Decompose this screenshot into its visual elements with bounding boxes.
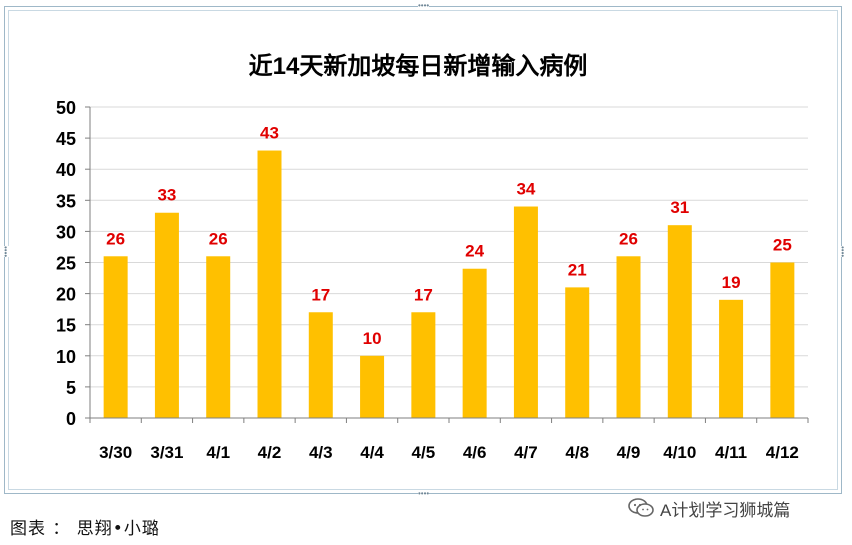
y-tick-label: 5 [66, 378, 76, 398]
chart-title: 近14天新加坡每日新增输入病例 [249, 52, 588, 80]
bars [103, 150, 795, 419]
wechat-icon [628, 498, 654, 518]
x-tick-label: 4/3 [309, 443, 333, 462]
x-tick-label: 4/6 [463, 443, 487, 462]
y-tick-label: 10 [56, 347, 76, 367]
data-label: 43 [260, 124, 279, 143]
y-tick-label: 0 [66, 409, 76, 429]
x-tick-label: 4/12 [766, 443, 799, 462]
bar [770, 262, 795, 418]
bar [154, 212, 179, 418]
data-label: 26 [209, 229, 228, 248]
bar [206, 256, 231, 418]
data-label: 19 [722, 273, 741, 292]
x-tick-label: 3/30 [99, 443, 132, 462]
resize-handle-bottom[interactable]: •••• [418, 489, 430, 498]
data-label: 24 [465, 242, 484, 261]
data-label: 31 [670, 198, 689, 217]
x-tick-label: 4/10 [663, 443, 696, 462]
gridlines [90, 106, 808, 388]
x-tick-label: 4/5 [412, 443, 436, 462]
bar [513, 206, 538, 418]
watermark: A计划学习狮城篇 [628, 497, 791, 520]
bar [462, 268, 487, 418]
x-tick-label: 4/4 [360, 443, 384, 462]
bar [719, 299, 744, 418]
data-label: 17 [311, 285, 330, 304]
data-label: 21 [568, 260, 587, 279]
bar [565, 287, 590, 418]
bar-chart: 近14天新加坡每日新增输入病例 0 5 10 15 20 25 30 35 40 45 50 26 3… [56, 52, 809, 462]
resize-handle-top[interactable]: •••• [418, 1, 430, 10]
y-tick-label: 50 [56, 98, 76, 118]
y-axis-ticks: 0 5 10 15 20 25 30 35 40 45 50 [56, 98, 91, 429]
bar [411, 312, 436, 418]
x-tick-label: 4/11 [715, 443, 747, 462]
y-tick-label: 40 [56, 160, 76, 180]
data-label: 25 [773, 236, 792, 255]
x-tick-label: 4/8 [565, 443, 589, 462]
bar [257, 150, 282, 419]
data-label: 26 [619, 229, 638, 248]
x-axis-ticks: 3/30 3/31 4/1 4/2 4/3 4/4 4/5 4/6 4/7 4/8 4/9 4/10 4… [89, 418, 809, 462]
y-tick-label: 30 [56, 222, 76, 242]
data-labels: 26 33 26 43 17 10 17 24 34 21 26 31 19 25 [106, 124, 792, 348]
y-tick-label: 35 [56, 191, 76, 211]
x-tick-label: 4/1 [206, 443, 230, 462]
bar [667, 225, 692, 418]
x-tick-label: 4/7 [514, 443, 538, 462]
data-label: 34 [516, 180, 535, 199]
y-tick-label: 45 [56, 129, 76, 149]
x-tick-label: 4/2 [258, 443, 282, 462]
data-label: 17 [414, 285, 433, 304]
y-tick-label: 25 [56, 254, 76, 274]
bar [308, 312, 333, 418]
watermark-text: A计划学习狮城篇 [660, 500, 791, 520]
x-tick-label: 4/9 [617, 443, 641, 462]
x-tick-label: 3/31 [150, 443, 183, 462]
data-label: 10 [363, 329, 382, 348]
resize-handle-right[interactable]: •••• [838, 246, 847, 258]
y-tick-label: 20 [56, 285, 76, 305]
resize-handle-left[interactable]: •••• [1, 246, 10, 258]
bar [103, 256, 128, 418]
data-label: 26 [106, 229, 125, 248]
bar [360, 355, 385, 418]
chart-caption: 图表 ： 思翔•小璐 [10, 519, 160, 539]
bar [616, 256, 641, 418]
data-label: 33 [157, 186, 176, 205]
y-tick-label: 15 [56, 316, 76, 336]
